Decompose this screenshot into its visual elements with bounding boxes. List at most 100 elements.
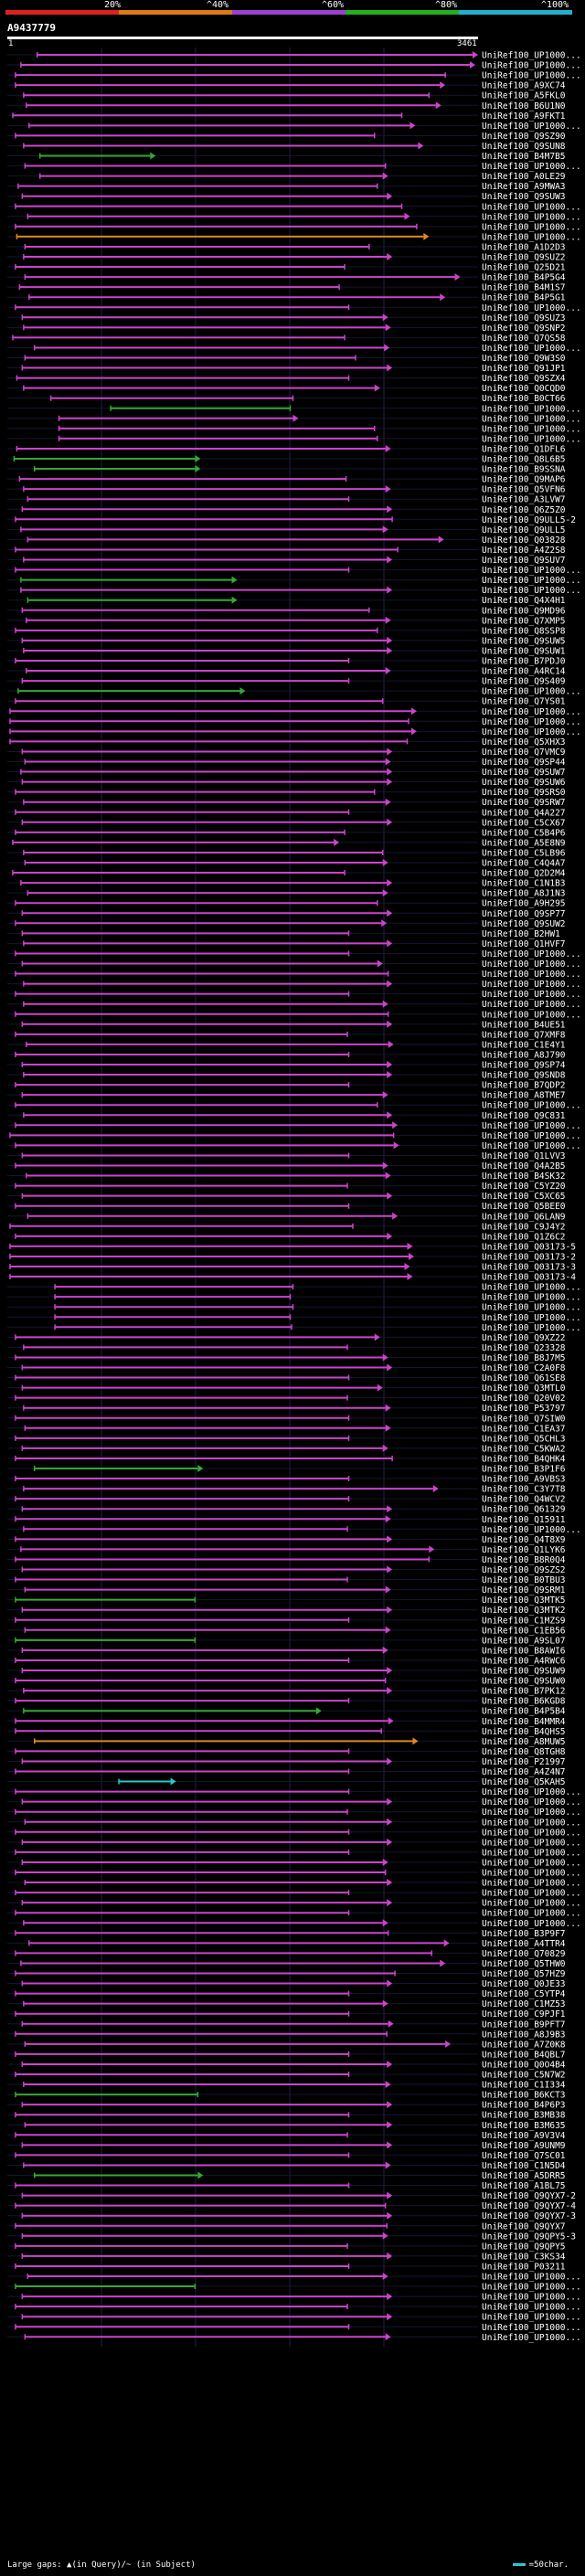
hit-row[interactable]: UniRef100_A5DRR5 [7, 2171, 566, 2181]
hit-row[interactable]: UniRef100_Q5XHX3 [7, 737, 566, 747]
hit-row[interactable]: UniRef100_UP1000... [7, 222, 581, 232]
hit-row[interactable]: UniRef100_UP1000... [7, 2283, 581, 2293]
hit-row[interactable]: UniRef100_Q9SRS0 [7, 788, 566, 798]
hit-row[interactable]: UniRef100_Q9SUZ3 [7, 313, 566, 323]
hit-row[interactable]: UniRef100_Q03173-5 [7, 1242, 576, 1252]
hit-row[interactable]: UniRef100_Q7SIW0 [7, 1414, 566, 1424]
hit-row[interactable]: UniRef100_Q9QPY5 [7, 2242, 566, 2252]
hit-row[interactable]: UniRef100_Q9MAP6 [7, 475, 566, 485]
hit-row[interactable]: UniRef100_C1I334 [7, 2081, 566, 2091]
hit-row[interactable]: UniRef100_B4M7B5 [7, 152, 566, 162]
hit-row[interactable]: UniRef100_UP1000... [7, 1283, 581, 1293]
hit-row[interactable]: UniRef100_B4QHK4 [7, 1454, 566, 1464]
hit-row[interactable]: UniRef100_B4P5G1 [7, 293, 566, 303]
hit-row[interactable]: UniRef100_Q5THW0 [7, 1959, 566, 1969]
hit-row[interactable]: UniRef100_C5KWA2 [7, 1444, 566, 1454]
hit-row[interactable]: UniRef100_UP1000... [7, 566, 581, 576]
hit-row[interactable]: UniRef100_Q6LAN9 [7, 1212, 566, 1222]
hit-row[interactable]: UniRef100_A9FKT1 [7, 111, 566, 122]
hit-row[interactable]: UniRef100_Q9QYX7-2 [7, 2191, 576, 2201]
hit-row[interactable]: UniRef100_B6KCT3 [7, 2091, 566, 2101]
hit-row[interactable]: UniRef100_C1EB56 [7, 1626, 566, 1636]
hit-row[interactable]: UniRef100_Q9SUZ2 [7, 253, 566, 263]
hit-row[interactable]: UniRef100_Q03828 [7, 535, 566, 546]
hit-row[interactable]: UniRef100_UP1000... [7, 1323, 581, 1333]
hit-row[interactable]: UniRef100_Q9XZ22 [7, 1333, 566, 1343]
hit-row[interactable]: UniRef100_UP1000... [7, 717, 581, 727]
hit-row[interactable]: UniRef100_UP1000... [7, 344, 581, 354]
hit-row[interactable]: UniRef100_UP1000... [7, 949, 581, 959]
hit-row[interactable]: UniRef100_UP1000... [7, 1525, 581, 1535]
hit-row[interactable]: UniRef100_UP1000... [7, 2273, 581, 2283]
hit-row[interactable]: UniRef100_C5LB96 [7, 848, 566, 858]
hit-row[interactable]: UniRef100_Q9SND8 [7, 1071, 566, 1081]
hit-row[interactable]: UniRef100_Q7VMC9 [7, 747, 566, 758]
hit-row[interactable]: UniRef100_Q03173-4 [7, 1273, 576, 1283]
hit-row[interactable]: UniRef100_A8J1N3 [7, 889, 566, 899]
hit-row[interactable]: UniRef100_A9H295 [7, 899, 566, 909]
hit-row[interactable]: UniRef100_B8AWI6 [7, 1646, 566, 1656]
hit-row[interactable]: UniRef100_Q7SC01 [7, 2151, 566, 2161]
hit-row[interactable]: UniRef100_B4QBL7 [7, 2050, 566, 2060]
hit-row[interactable]: UniRef100_Q1LVV3 [7, 1151, 566, 1161]
hit-row[interactable]: UniRef100_A4RC14 [7, 667, 566, 677]
hit-row[interactable]: UniRef100_Q9SP74 [7, 1061, 566, 1071]
hit-row[interactable]: UniRef100_B4P5B4 [7, 1707, 566, 1717]
hit-row[interactable]: UniRef100_UP1000... [7, 1858, 581, 1868]
hit-row[interactable]: UniRef100_UP1000... [7, 1141, 581, 1151]
hit-row[interactable]: UniRef100_B4UE51 [7, 1020, 566, 1030]
hit-row[interactable]: UniRef100_B0CT66 [7, 394, 566, 404]
hit-row[interactable]: UniRef100_A9V3V4 [7, 2131, 566, 2141]
hit-row[interactable]: UniRef100_A5E8N9 [7, 838, 566, 848]
hit-row[interactable]: UniRef100_Q7QS58 [7, 334, 566, 344]
hit-row[interactable]: UniRef100_UP1000... [7, 1889, 581, 1899]
hit-row[interactable]: UniRef100_B3P9F7 [7, 1929, 566, 1939]
hit-row[interactable]: UniRef100_Q8TGH8 [7, 1747, 566, 1757]
hit-row[interactable]: UniRef100_Q25D21 [7, 263, 566, 273]
hit-row[interactable]: UniRef100_UP1000... [7, 1131, 581, 1141]
hit-row[interactable]: UniRef100_Q9SUW2 [7, 919, 566, 929]
hit-row[interactable]: UniRef100_UP1000... [7, 434, 581, 444]
hit-row[interactable]: UniRef100_Q9SUV7 [7, 556, 566, 566]
hit-row[interactable]: UniRef100_B4M1S7 [7, 283, 566, 293]
hit-row[interactable]: UniRef100_A0LE29 [7, 172, 566, 182]
hit-row[interactable]: UniRef100_Q8L6B5 [7, 455, 566, 465]
hit-row[interactable]: UniRef100_UP1000... [7, 1828, 581, 1838]
hit-row[interactable]: UniRef100_A8J790 [7, 1050, 566, 1060]
hit-row[interactable]: UniRef100_B9SSNA [7, 465, 566, 475]
hit-row[interactable]: UniRef100_B3MB38 [7, 2111, 566, 2121]
hit-row[interactable]: UniRef100_UP1000... [7, 980, 581, 990]
hit-row[interactable]: UniRef100_UP1000... [7, 1919, 581, 1929]
hit-row[interactable]: UniRef100_Q5KAH5 [7, 1777, 566, 1787]
hit-row[interactable]: UniRef100_UP1000... [7, 414, 581, 424]
hit-row[interactable]: UniRef100_UP1000... [7, 2313, 581, 2323]
hit-row[interactable]: UniRef100_UP1000... [7, 990, 581, 1000]
hit-row[interactable]: UniRef100_UP1000... [7, 1797, 581, 1807]
hit-row[interactable]: UniRef100_Q4X4H1 [7, 596, 566, 606]
hit-row[interactable]: UniRef100_Q9SUW5 [7, 636, 566, 646]
hit-row[interactable]: UniRef100_B6U1N0 [7, 101, 566, 111]
hit-row[interactable]: UniRef100_UP1000... [7, 232, 581, 242]
hit-row[interactable]: UniRef100_A1BL75 [7, 2181, 566, 2191]
hit-row[interactable]: UniRef100_A5FKL0 [7, 91, 566, 101]
hit-row[interactable]: UniRef100_B4P6P3 [7, 2101, 566, 2111]
hit-row[interactable]: UniRef100_Q1LYK6 [7, 1545, 566, 1555]
hit-row[interactable]: UniRef100_Q7XMF8 [7, 1030, 566, 1040]
hit-row[interactable]: UniRef100_B0TBU3 [7, 1575, 566, 1585]
hit-row[interactable]: UniRef100_Q5CHL3 [7, 1434, 566, 1444]
hit-row[interactable]: UniRef100_Q9SZ90 [7, 132, 566, 142]
hit-row[interactable]: UniRef100_C9PJF1 [7, 2009, 566, 2019]
hit-row[interactable]: UniRef100_C3KS34 [7, 2252, 566, 2262]
hit-row[interactable]: UniRef100_C1E4Y1 [7, 1040, 566, 1050]
hit-row[interactable]: UniRef100_B4P5G4 [7, 273, 566, 283]
hit-row[interactable]: UniRef100_UP1000... [7, 576, 581, 586]
hit-row[interactable]: UniRef100_Q9QYX7-4 [7, 2201, 576, 2211]
hit-row[interactable]: UniRef100_Q9SP44 [7, 758, 566, 768]
hit-row[interactable]: UniRef100_UP1000... [7, 1909, 581, 1919]
hit-row[interactable]: UniRef100_Q9QPY5-3 [7, 2231, 576, 2242]
hit-row[interactable]: UniRef100_UP1000... [7, 303, 581, 313]
hit-row[interactable]: UniRef100_B3P1F6 [7, 1465, 566, 1475]
hit-row[interactable]: UniRef100_Q7YS01 [7, 697, 566, 707]
hit-row[interactable]: UniRef100_A1D2D3 [7, 242, 566, 252]
hit-row[interactable]: UniRef100_B4SK32 [7, 1171, 566, 1182]
